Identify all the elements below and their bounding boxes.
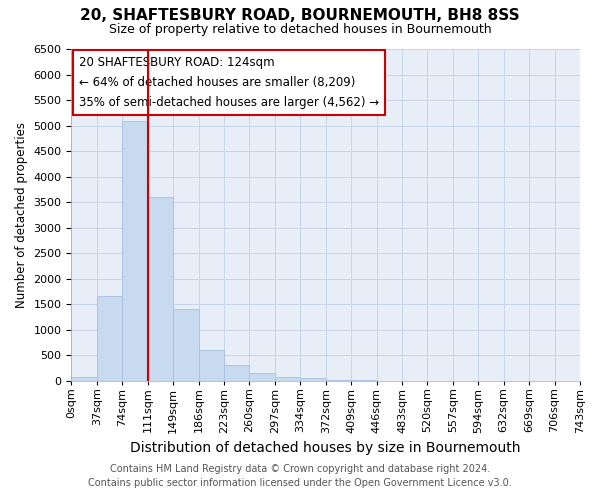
Bar xyxy=(122,122,148,380)
Bar xyxy=(71,377,97,380)
Bar xyxy=(224,366,250,380)
X-axis label: Distribution of detached houses by size in Bournemouth: Distribution of detached houses by size … xyxy=(130,441,521,455)
Text: 20 SHAFTESBURY ROAD: 124sqm
← 64% of detached houses are smaller (8,209)
35% of : 20 SHAFTESBURY ROAD: 124sqm ← 64% of det… xyxy=(79,56,379,108)
Bar xyxy=(199,350,224,380)
Text: 20, SHAFTESBURY ROAD, BOURNEMOUTH, BH8 8SS: 20, SHAFTESBURY ROAD, BOURNEMOUTH, BH8 8… xyxy=(80,8,520,22)
Bar xyxy=(250,373,275,380)
Y-axis label: Number of detached properties: Number of detached properties xyxy=(15,122,28,308)
Bar xyxy=(300,378,326,380)
Text: Size of property relative to detached houses in Bournemouth: Size of property relative to detached ho… xyxy=(109,22,491,36)
Bar xyxy=(97,296,122,380)
Bar xyxy=(173,309,199,380)
Bar xyxy=(148,197,173,380)
Text: Contains HM Land Registry data © Crown copyright and database right 2024.
Contai: Contains HM Land Registry data © Crown c… xyxy=(88,464,512,487)
Bar xyxy=(275,377,300,380)
